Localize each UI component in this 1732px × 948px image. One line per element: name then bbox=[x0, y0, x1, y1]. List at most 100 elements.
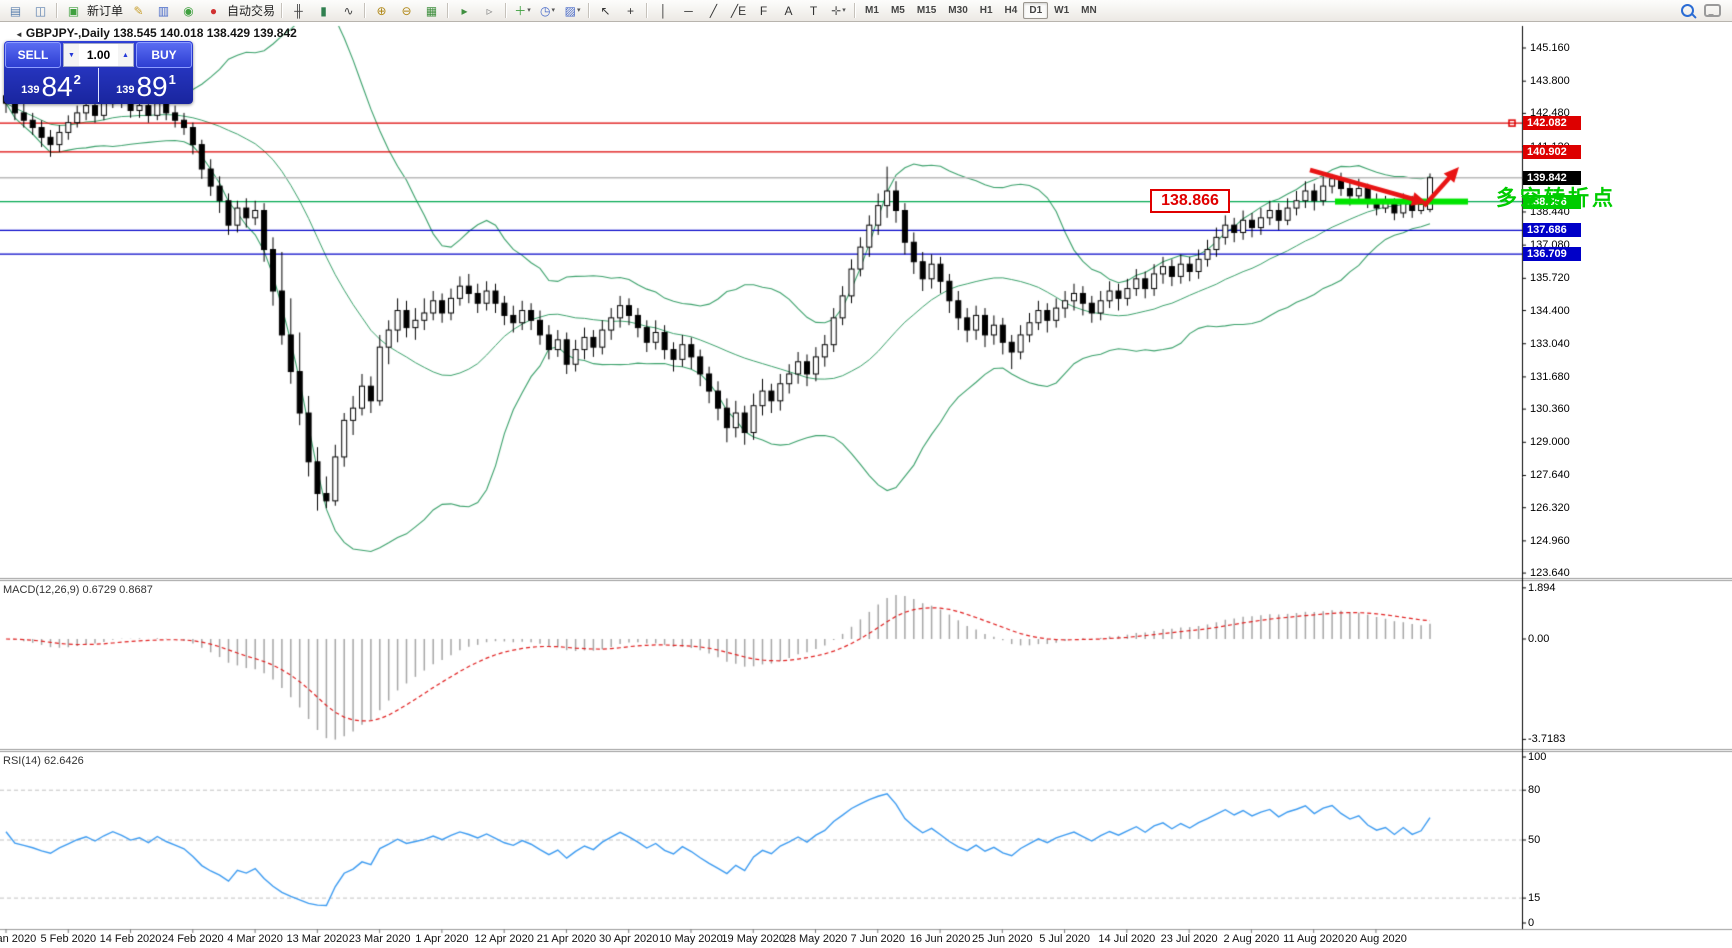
line-chart-icon[interactable]: ∿ bbox=[336, 1, 361, 21]
rsi-tick-label: 100 bbox=[1528, 751, 1547, 763]
trendline-icon[interactable]: ╱ bbox=[701, 1, 726, 21]
sell-price-prefix: 139 bbox=[21, 84, 40, 96]
bar-chart-icon[interactable]: ╫ bbox=[286, 1, 311, 21]
date-label: 20 Aug 2020 bbox=[1345, 933, 1407, 945]
arrows-icon: ✛ bbox=[831, 3, 842, 18]
horizontal-line-icon: ─ bbox=[684, 3, 693, 18]
volume-stepper: ▼ 1.00 ▲ bbox=[63, 43, 134, 67]
fibonacci-icon[interactable]: F bbox=[751, 1, 776, 21]
date-label: 21 Apr 2020 bbox=[536, 933, 597, 945]
timeframe-m30[interactable]: M30 bbox=[948, 5, 968, 16]
date-label: 12 Apr 2020 bbox=[474, 933, 534, 945]
zoom-out-icon: ⊖ bbox=[401, 3, 412, 18]
new-chart-icon[interactable]: ▤ bbox=[3, 1, 28, 21]
search-icon[interactable] bbox=[1681, 4, 1694, 17]
date-label: 16 Jun 2020 bbox=[909, 933, 971, 945]
date-label: 1 Apr 2020 bbox=[415, 933, 469, 945]
chevron-down-icon: ▾ bbox=[527, 7, 531, 14]
text-label-icon[interactable]: T bbox=[801, 1, 826, 21]
tile-windows-icon[interactable]: ▦ bbox=[419, 1, 444, 21]
timeframe-m15[interactable]: M15 bbox=[916, 5, 937, 16]
timeframe-w1[interactable]: W1 bbox=[1054, 5, 1070, 16]
timeframe-h1[interactable]: H1 bbox=[979, 5, 993, 16]
volume-input[interactable]: 1.00 bbox=[79, 44, 118, 66]
crosshair-icon: + bbox=[627, 3, 635, 18]
indicators-add-icon[interactable]: ＋ ▾ bbox=[510, 1, 535, 21]
date-label: 24 Feb 2020 bbox=[161, 933, 224, 945]
cursor-icon: ↖ bbox=[600, 3, 611, 18]
vertical-line-icon[interactable]: │ bbox=[651, 1, 676, 21]
date-label: 4 Mar 2020 bbox=[227, 933, 283, 945]
toolbar-separator bbox=[447, 3, 450, 18]
main-toolbar: ▤ ◫ ▣ 新订单 ✎ ▥ ◉ ● 自动交易 ╫ ▮ ∿ ⊕ ⊖ ▦ ▸ ▹ ＋ ▾ ◷ ▾ ▨ ▾ ↖ + │ ─ ╱ ╱E F A T ✛ ▾… bbox=[0, 0, 1732, 22]
rsi-tick-label: 80 bbox=[1528, 784, 1541, 797]
new-order-button: ▣ bbox=[67, 3, 80, 18]
macd-tick-label: 1.894 bbox=[1528, 581, 1556, 594]
new-order-button-label: 新订单 bbox=[87, 4, 124, 18]
horizontal-line-icon[interactable]: ─ bbox=[676, 1, 701, 21]
buy-price[interactable]: 139 89 1 bbox=[99, 68, 193, 102]
autotrading-button-label: 自动交易 bbox=[227, 4, 276, 18]
periods-icon[interactable]: ◷ ▾ bbox=[535, 1, 560, 21]
auto-scroll-icon: ▸ bbox=[461, 3, 468, 18]
sell-price-pip: 2 bbox=[73, 72, 81, 87]
date-label: 7 Jun 2020 bbox=[850, 933, 905, 945]
zoom-out-icon[interactable]: ⊖ bbox=[394, 1, 419, 21]
trendline-icon: ╱ bbox=[709, 3, 718, 18]
candlestick-chart-icon[interactable]: ▮ bbox=[311, 1, 336, 21]
terminal-icon: ▥ bbox=[157, 3, 170, 18]
chat-icon[interactable] bbox=[1704, 4, 1721, 17]
price-tick-label: 135.720 bbox=[1530, 272, 1570, 285]
ohlc-marker-icon: ◄ bbox=[15, 30, 23, 39]
price-tick-label: 145.160 bbox=[1530, 42, 1570, 54]
sell-button[interactable]: SELL bbox=[5, 42, 61, 68]
chevron-down-icon: ▾ bbox=[576, 7, 581, 14]
buy-button[interactable]: BUY bbox=[136, 42, 192, 68]
periods-icon: ◷ bbox=[540, 3, 551, 18]
buy-price-big: 89 bbox=[136, 71, 168, 103]
price-line-badge: 142.082 bbox=[1523, 116, 1581, 131]
zoom-in-icon[interactable]: ⊕ bbox=[369, 1, 394, 21]
crayon-icon: ✎ bbox=[133, 3, 144, 18]
price-chart-canvas[interactable] bbox=[0, 22, 1732, 948]
bar-chart-icon: ╫ bbox=[294, 3, 303, 18]
date-label: 14 Feb 2020 bbox=[99, 933, 162, 945]
macd-tick-label: -3.7183 bbox=[1528, 733, 1566, 746]
timeframe-mn[interactable]: MN bbox=[1081, 5, 1097, 16]
arrows-icon[interactable]: ✛ ▾ bbox=[826, 1, 851, 21]
timeframe-m5[interactable]: M5 bbox=[890, 5, 905, 16]
chart-profiles-icon[interactable]: ◫ bbox=[28, 1, 53, 21]
price-tick-label: 127.640 bbox=[1530, 469, 1570, 482]
price-line-badge: 137.686 bbox=[1523, 223, 1581, 238]
toolbar-separator bbox=[56, 3, 58, 18]
timeframe-d1[interactable]: D1 bbox=[1023, 2, 1049, 19]
auto-scroll-icon[interactable]: ▸ bbox=[452, 1, 477, 21]
cursor-icon[interactable]: ↖ bbox=[593, 1, 618, 21]
fibonacci-icon: F bbox=[759, 3, 768, 18]
indicators-add-icon: ＋ bbox=[514, 3, 527, 18]
chart-shift-icon[interactable]: ▹ bbox=[477, 1, 502, 21]
toolbar-separator bbox=[854, 3, 857, 18]
new-chart-icon: ▤ bbox=[9, 3, 22, 18]
new-order-button[interactable]: ▣ bbox=[61, 1, 86, 21]
timeframe-m1[interactable]: M1 bbox=[865, 5, 879, 16]
chevron-down-icon: ▾ bbox=[551, 7, 556, 14]
price-tick-label: 134.400 bbox=[1530, 304, 1570, 317]
sell-price[interactable]: 139 84 2 bbox=[4, 68, 99, 102]
timeframe-h4[interactable]: H4 bbox=[1004, 5, 1018, 16]
crayon-icon[interactable]: ✎ bbox=[126, 1, 151, 21]
templates-icon[interactable]: ▨ ▾ bbox=[560, 1, 585, 21]
text-icon[interactable]: A bbox=[776, 1, 801, 21]
signal-icon: ◉ bbox=[183, 3, 194, 18]
sell-price-big: 84 bbox=[41, 71, 73, 103]
autotrading-button[interactable]: ● bbox=[201, 1, 226, 21]
rsi-tick-label: 50 bbox=[1528, 834, 1541, 846]
terminal-icon[interactable]: ▥ bbox=[151, 1, 176, 21]
volume-increase-button[interactable]: ▲ bbox=[118, 44, 133, 66]
crosshair-icon[interactable]: + bbox=[618, 1, 643, 21]
price-tick-label: 143.800 bbox=[1530, 75, 1570, 88]
chart-title-text: GBPJPY-,Daily 138.545 140.018 138.429 13… bbox=[25, 26, 297, 40]
signal-icon[interactable]: ◉ bbox=[176, 1, 201, 21]
volume-decrease-button[interactable]: ▼ bbox=[64, 44, 79, 66]
equidistant-channel-icon[interactable]: ╱E bbox=[726, 1, 751, 21]
